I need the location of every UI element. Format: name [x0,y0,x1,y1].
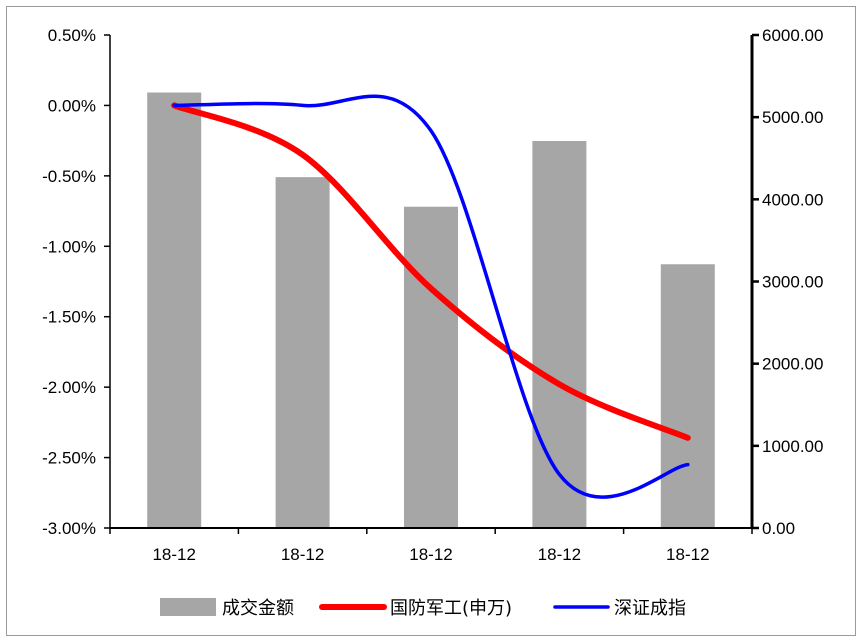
legend-label: 成交金额 [222,598,294,619]
legend-label: 深证成指 [614,598,686,619]
left-tick-label: -0.50% [42,167,96,186]
right-tick-label: 3000.00 [762,273,823,292]
x-tick-label: 18-12 [152,545,195,564]
series-line-1 [171,102,691,441]
x-tick-label: 18-12 [281,545,324,564]
bar-3 [404,206,458,528]
left-tick-label: -2.50% [42,449,96,468]
bar-2 [275,177,330,529]
legend-label: 国防军工(申万) [390,598,512,619]
left-tick-label: 0.50% [48,26,96,45]
left-tick-label: -2.00% [42,378,96,397]
legend-swatch-bar [160,598,216,616]
left-tick-label: -1.50% [42,308,96,327]
right-tick-label: 0.00 [762,519,795,538]
right-tick-label: 6000.00 [762,26,823,45]
x-tick-label: 18-12 [409,545,452,564]
series-line-2 [172,94,690,499]
right-tick-label: 4000.00 [762,190,823,209]
right-tick-label: 5000.00 [762,108,823,127]
left-tick-label: 0.00% [48,96,96,115]
bar-4 [532,140,587,528]
right-tick-label: 2000.00 [762,355,823,374]
left-tick-label: -3.00% [42,519,96,538]
right-tick-label: 1000.00 [762,437,823,456]
x-tick-label: 18-12 [666,545,709,564]
bar-5 [660,264,715,528]
x-tick-label: 18-12 [538,545,581,564]
bar-1 [147,92,202,529]
left-tick-label: -1.00% [42,237,96,256]
